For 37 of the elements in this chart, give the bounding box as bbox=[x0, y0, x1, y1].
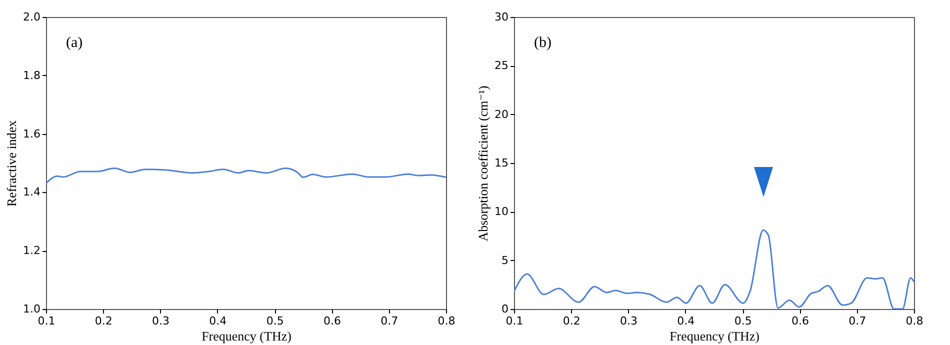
annotation: (b) bbox=[534, 35, 552, 51]
y-tick-label: 1.2 bbox=[23, 244, 40, 258]
y-tick-label: 30 bbox=[494, 10, 508, 24]
y-axis-title: Absorption coefficient (cm⁻¹) bbox=[476, 86, 491, 242]
y-tick-label: 1.6 bbox=[23, 127, 40, 140]
x-tick-label: 0.5 bbox=[266, 314, 284, 328]
y-tick-label: 1.8 bbox=[23, 68, 40, 82]
x-tick-label: 0.8 bbox=[906, 314, 924, 328]
x-tick-label: 0.1 bbox=[38, 314, 56, 328]
x-tick-label: 0.4 bbox=[677, 314, 695, 328]
y-tick-label: 20 bbox=[494, 108, 508, 121]
x-tick-label: 0.6 bbox=[323, 314, 341, 328]
x-tick-label: 0.1 bbox=[506, 314, 524, 328]
x-tick-label: 0.5 bbox=[734, 314, 752, 328]
annotation: (a) bbox=[66, 35, 83, 51]
x-tick-label: 0.2 bbox=[94, 314, 112, 328]
y-tick-label: 0 bbox=[502, 302, 508, 316]
y-tick-label: 10 bbox=[494, 205, 508, 218]
y-tick-label: 1.0 bbox=[23, 302, 40, 316]
x-axis-title: Frequency (THz) bbox=[202, 328, 292, 344]
x-tick-label: 0.7 bbox=[848, 314, 866, 328]
x-tick-label: 0.4 bbox=[209, 314, 227, 328]
x-axis-title: Frequency (THz) bbox=[670, 328, 760, 344]
x-tick-label: 0.8 bbox=[438, 314, 456, 328]
line-series bbox=[46, 168, 446, 184]
y-tick-label: 15 bbox=[494, 156, 508, 170]
y-tick-label: 1.4 bbox=[23, 186, 40, 199]
y-tick-label: 25 bbox=[494, 59, 508, 72]
y-tick-label: 5 bbox=[502, 254, 508, 267]
y-axis-title: Refractive index bbox=[4, 120, 20, 207]
x-tick-label: 0.2 bbox=[562, 314, 580, 328]
x-tick-label: 0.7 bbox=[380, 314, 398, 328]
x-tick-label: 0.3 bbox=[152, 314, 170, 328]
line-series bbox=[514, 229, 914, 309]
x-tick-label: 0.3 bbox=[620, 314, 638, 328]
x-tick-label: 0.6 bbox=[791, 314, 809, 328]
y-tick-label: 2.0 bbox=[23, 10, 40, 24]
